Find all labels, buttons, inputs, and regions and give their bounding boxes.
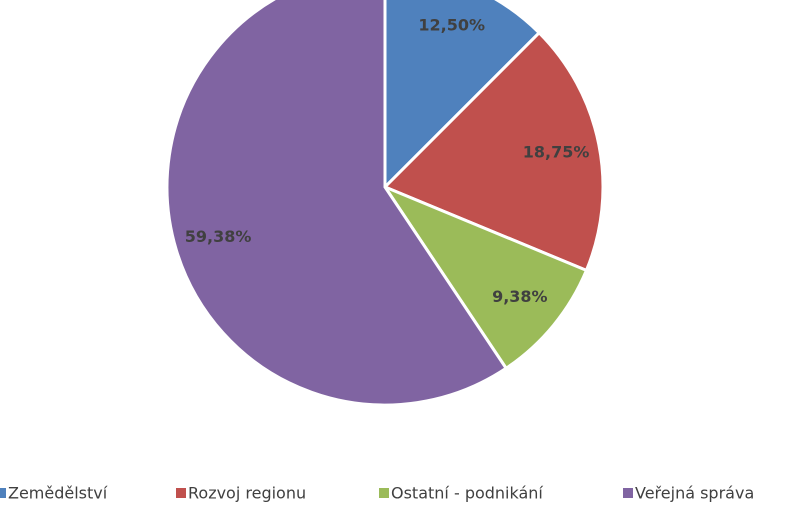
legend-marker — [176, 488, 186, 498]
data-label: 18,75% — [523, 142, 590, 161]
pie-slice — [165, 0, 509, 407]
legend-label: Ostatní - podnikání — [391, 484, 543, 503]
pie-slice — [381, 183, 589, 371]
legend-marker — [623, 488, 633, 498]
data-label: 12,50% — [418, 15, 485, 34]
pie-slice — [382, 30, 605, 273]
legend-marker — [0, 488, 6, 498]
legend-label: Rozvoj regionu — [188, 484, 306, 503]
legend-label: Zemědělství — [8, 484, 108, 503]
data-label: 59,38% — [185, 227, 252, 246]
legend-marker — [379, 488, 389, 498]
pie-slice — [383, 0, 542, 191]
legend-label: Veřejná správa — [635, 484, 754, 503]
data-label: 9,38% — [492, 287, 548, 306]
